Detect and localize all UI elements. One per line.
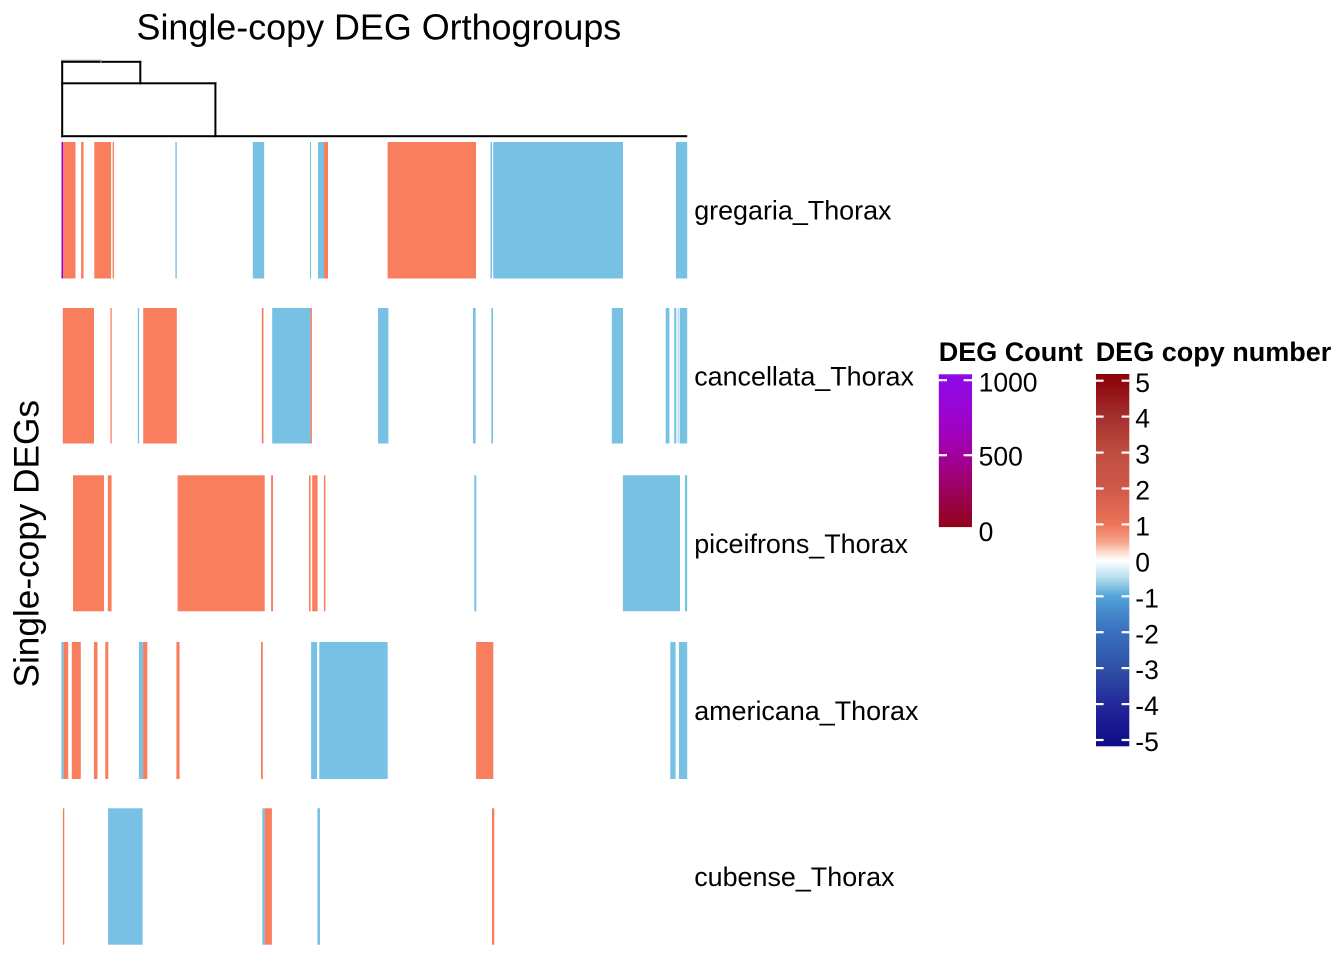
svg-text:4: 4 [1135, 404, 1150, 434]
svg-text:DEG copy number: DEG copy number [1096, 337, 1332, 367]
svg-text:3: 3 [1135, 440, 1150, 470]
svg-text:5: 5 [1135, 368, 1150, 398]
svg-text:Single-copy DEG Orthogroups: Single-copy DEG Orthogroups [137, 7, 622, 47]
svg-text:1000: 1000 [979, 367, 1038, 397]
svg-text:2: 2 [1135, 476, 1150, 506]
svg-text:-1: -1 [1135, 583, 1159, 613]
svg-text:0: 0 [1135, 548, 1150, 578]
svg-text:cancellata_Thorax: cancellata_Thorax [694, 361, 914, 391]
svg-text:-4: -4 [1135, 691, 1159, 721]
svg-text:cubense_Thorax: cubense_Thorax [694, 862, 895, 892]
svg-text:americana_Thorax: americana_Thorax [694, 696, 919, 726]
svg-text:-3: -3 [1135, 655, 1159, 685]
svg-text:piceifrons_Thorax: piceifrons_Thorax [694, 529, 908, 559]
svg-text:1: 1 [1135, 512, 1150, 542]
svg-text:-5: -5 [1135, 727, 1159, 757]
svg-text:Single-copy DEGs: Single-copy DEGs [8, 400, 47, 687]
svg-text:500: 500 [979, 441, 1023, 471]
svg-text:0: 0 [979, 517, 994, 547]
svg-text:DEG Count: DEG Count [939, 337, 1083, 367]
svg-text:gregaria_Thorax: gregaria_Thorax [694, 196, 892, 226]
svg-text:-2: -2 [1135, 619, 1159, 649]
